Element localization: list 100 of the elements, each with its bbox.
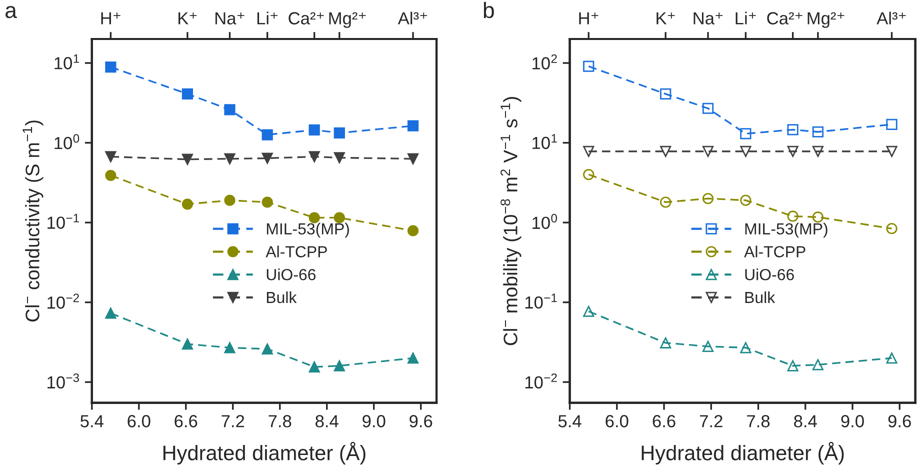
point: [787, 360, 798, 372]
y-tick-label: 10$^{−2}$: [525, 373, 557, 389]
annotation: Na⁺: [215, 12, 244, 24]
point: [660, 337, 672, 348]
x-tick-label: 8.4: [316, 415, 338, 428]
x-tick-label: 6.6: [652, 415, 676, 428]
x-tick-label: 9.6: [410, 415, 432, 428]
point: [105, 170, 116, 181]
point: [407, 352, 419, 364]
point: [787, 146, 798, 157]
point: [583, 306, 594, 317]
chart-title: b: [484, 2, 494, 18]
y-tick-label: 10$^{−3}$: [48, 373, 80, 389]
point: [334, 152, 345, 164]
point: [740, 146, 752, 157]
point: [308, 124, 320, 136]
point: [702, 192, 714, 204]
y-tick-label: 10$^{−1}$: [525, 294, 557, 309]
point: [182, 88, 194, 100]
point: [583, 60, 594, 72]
annotation: Ca²⁺: [767, 12, 802, 24]
x-tick-label: 6.0: [128, 415, 150, 428]
point: [262, 343, 273, 355]
point: [308, 212, 320, 224]
annotation: K⁺: [656, 12, 675, 24]
legend-label: Bulk: [266, 291, 297, 304]
point: [262, 129, 273, 140]
annotation: Al³⁺: [398, 12, 428, 24]
y-tick-label: 10$^{0}$: [532, 214, 557, 229]
point: [702, 146, 714, 157]
point: [583, 168, 594, 180]
chart-title: a: [6, 6, 17, 18]
point: [740, 194, 752, 206]
point: [407, 153, 419, 164]
point: [224, 153, 236, 164]
point: [660, 196, 672, 208]
point: [182, 338, 194, 350]
y-tick-label: 10$^{1}$: [54, 54, 79, 70]
y-tick-label: 10$^{2}$: [532, 54, 557, 70]
text: Cl$^{−}$ mobility (10$^{−8}$ m$^{2}$ V$^{−1}$ s$^{−1}$): [500, 97, 522, 346]
legend-label: Al-TCPP: [744, 246, 806, 258]
point: [334, 127, 345, 138]
x-tick-label: 7.8: [747, 415, 770, 428]
point: [334, 360, 345, 372]
point: [262, 196, 273, 208]
point: [224, 104, 236, 116]
annotation: Na⁺: [694, 12, 723, 24]
legend-label: MIL-53(MP): [745, 222, 828, 238]
x-tick-label: 9.0: [362, 415, 386, 428]
point: [407, 225, 419, 236]
point: [787, 210, 798, 222]
point: [308, 361, 320, 372]
y-tick-label: 10$^{1}$: [532, 134, 557, 150]
point: [583, 146, 594, 157]
point: [812, 359, 824, 370]
x-tick-label: 5.4: [80, 415, 104, 428]
point: [334, 212, 345, 224]
point: [886, 223, 898, 234]
x-tick-label: 9.0: [841, 415, 864, 428]
point: [886, 146, 898, 157]
annotation: Li⁺: [736, 12, 756, 24]
point: [812, 146, 824, 157]
point: [262, 152, 273, 164]
x-tick-label: 9.6: [888, 415, 911, 428]
point: [740, 342, 752, 354]
annotation: Mg²⁺: [808, 12, 844, 28]
legend-label: UiO-66: [745, 268, 794, 280]
point: [105, 151, 116, 162]
point: [407, 120, 419, 132]
annotation: H⁺: [579, 12, 598, 24]
point: [105, 62, 116, 73]
x-tick-label: 7.2: [700, 415, 722, 428]
point: [224, 194, 236, 206]
legend-label: MIL-53(MP): [266, 222, 349, 238]
point: [886, 118, 898, 130]
annotation: H⁺: [101, 12, 120, 24]
point: [182, 198, 194, 210]
point: [660, 88, 672, 100]
annotation: K⁺: [178, 12, 197, 24]
x-tick-label: 6.0: [606, 415, 628, 428]
legend-label: Bulk: [745, 291, 776, 304]
x-tick-label: 6.6: [174, 415, 198, 428]
annotation: Li⁺: [257, 12, 278, 24]
point: [740, 128, 752, 140]
y-tick-label: 10$^{0}$: [54, 134, 80, 150]
point: [660, 146, 672, 157]
point: [105, 308, 116, 319]
legend-label: Al-TCPP: [266, 246, 327, 258]
point: [308, 151, 320, 162]
point: [886, 352, 898, 364]
x-axis-title: Hydrated diameter (Å): [163, 442, 366, 464]
x-tick-label: 7.8: [268, 415, 292, 428]
x-tick-label: 8.4: [794, 415, 817, 428]
point: [702, 102, 714, 114]
x-tick-label: 5.4: [558, 415, 582, 428]
point: [787, 124, 798, 136]
point: [812, 126, 824, 138]
annotation: Al³⁺: [876, 12, 906, 24]
x-tick-label: 7.2: [222, 415, 244, 428]
annotation: Mg²⁺: [329, 12, 366, 28]
